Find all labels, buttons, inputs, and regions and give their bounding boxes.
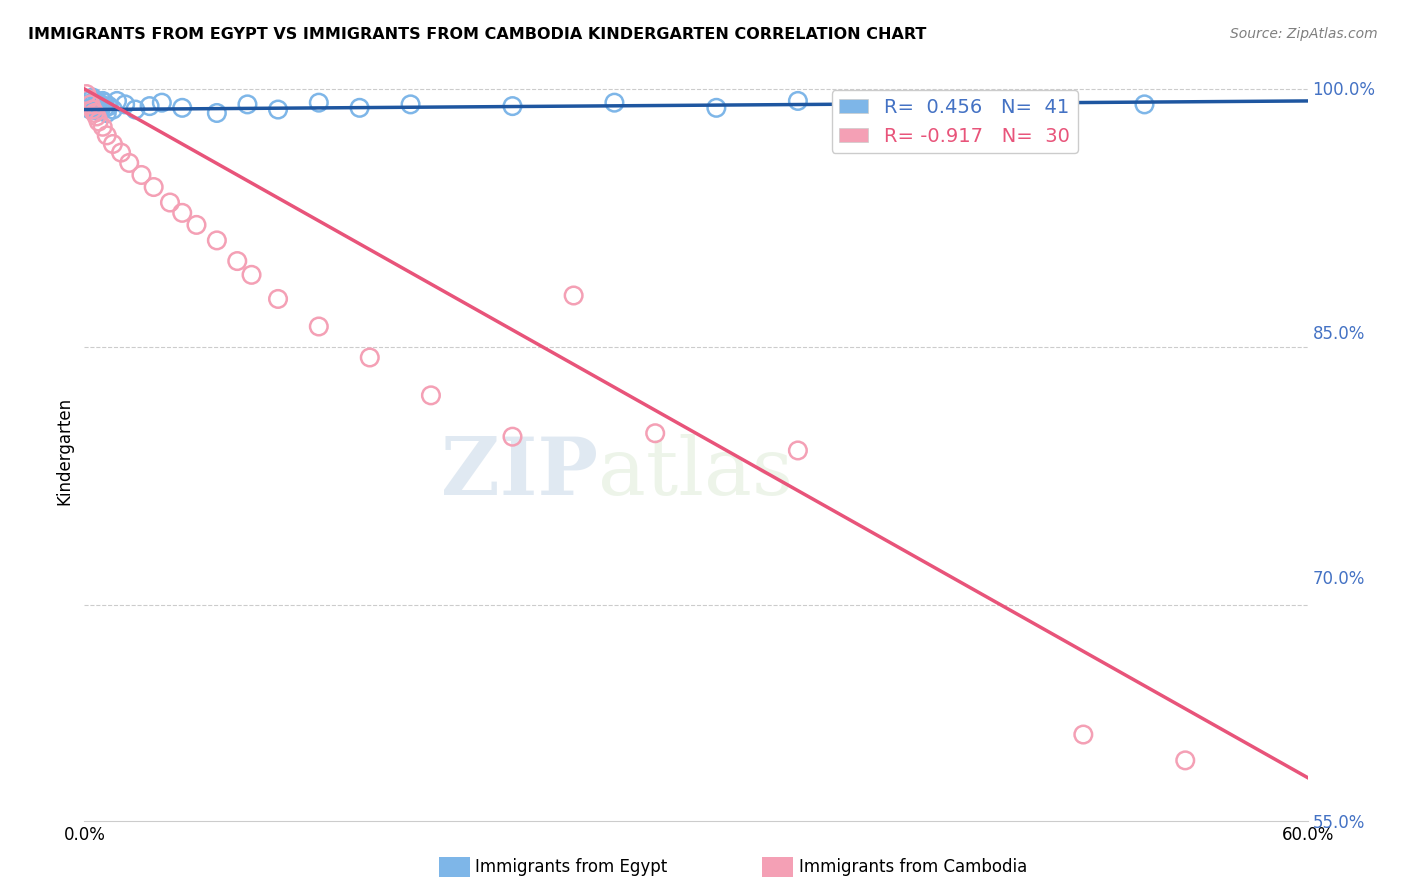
Point [79, 92, 101, 106]
Point [87, 95, 110, 110]
Point [83, 99, 105, 113]
Point [349, 101, 371, 115]
Text: IMMIGRANTS FROM EGYPT VS IMMIGRANTS FROM CAMBODIA KINDERGARTEN CORRELATION CHART: IMMIGRANTS FROM EGYPT VS IMMIGRANTS FROM… [28, 27, 927, 42]
Point [142, 180, 165, 194]
Point [87, 104, 110, 119]
Point [399, 97, 422, 112]
Point [83, 94, 105, 108]
Point [706, 101, 728, 115]
Point [150, 95, 173, 110]
Point [77, 99, 100, 113]
Point [138, 99, 160, 113]
Point [1073, 727, 1095, 741]
Point [93, 101, 115, 115]
Point [124, 103, 146, 117]
Point [86, 97, 108, 112]
Point [172, 101, 194, 115]
Point [86, 101, 108, 115]
Point [79, 97, 101, 112]
Point [205, 106, 228, 120]
Point [82, 101, 104, 115]
Point [110, 145, 132, 160]
Point [186, 218, 208, 232]
Point [236, 97, 259, 112]
Point [82, 103, 104, 117]
Point [90, 97, 112, 112]
Point [77, 92, 100, 106]
Point [96, 128, 118, 143]
Point [101, 103, 124, 117]
Point [787, 443, 810, 458]
Point [87, 114, 110, 128]
Point [787, 94, 810, 108]
Point [90, 103, 112, 117]
Point [77, 94, 100, 108]
Point [267, 292, 290, 306]
Text: ZIP: ZIP [441, 434, 598, 512]
Point [86, 110, 108, 124]
Point [420, 388, 443, 402]
Point [114, 97, 136, 112]
Point [131, 168, 153, 182]
Point [172, 206, 194, 220]
Point [75, 87, 97, 101]
Text: atlas: atlas [598, 434, 793, 512]
Y-axis label: Kindergarten: Kindergarten [55, 396, 73, 505]
Point [205, 234, 228, 248]
Point [562, 288, 585, 302]
Text: Source: ZipAtlas.com: Source: ZipAtlas.com [1230, 27, 1378, 41]
Point [502, 430, 524, 444]
Point [1133, 97, 1156, 112]
Point [82, 95, 104, 110]
Point [308, 95, 330, 110]
Point [308, 319, 330, 334]
Point [159, 195, 181, 210]
Point [91, 94, 114, 108]
Point [75, 97, 97, 112]
Text: Immigrants from Cambodia: Immigrants from Cambodia [799, 858, 1026, 876]
Point [105, 94, 128, 108]
Point [502, 99, 524, 113]
Point [1174, 753, 1197, 767]
Point [267, 103, 290, 117]
Point [83, 106, 105, 120]
Point [96, 106, 118, 120]
Point [101, 136, 124, 151]
Point [79, 103, 101, 117]
Point [226, 254, 249, 268]
Point [91, 120, 114, 134]
Point [97, 99, 120, 113]
Point [603, 95, 626, 110]
Point [359, 351, 381, 365]
Point [118, 156, 141, 170]
Legend: R=  0.456   N=  41, R= -0.917   N=  30: R= 0.456 N= 41, R= -0.917 N= 30 [831, 90, 1077, 153]
Point [83, 103, 105, 117]
Point [240, 268, 263, 282]
Text: Immigrants from Egypt: Immigrants from Egypt [475, 858, 668, 876]
Point [644, 426, 666, 441]
Point [79, 97, 101, 112]
Point [82, 90, 104, 104]
Point [93, 95, 115, 110]
